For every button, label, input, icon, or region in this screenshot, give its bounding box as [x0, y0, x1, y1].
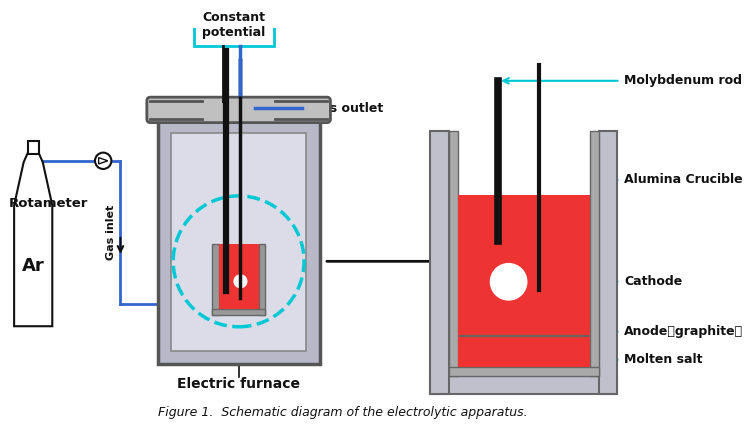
Text: Gas inlet: Gas inlet	[106, 205, 117, 260]
Bar	[458, 194, 590, 367]
Text: Cathode: Cathode	[624, 276, 682, 288]
Circle shape	[234, 275, 247, 288]
Polygon shape	[14, 154, 53, 326]
Bar	[259, 244, 265, 315]
Bar	[449, 131, 458, 376]
Bar	[202, 99, 275, 121]
Text: Molten salt: Molten salt	[624, 353, 702, 366]
Text: Figure 1.  Schematic diagram of the electrolytic apparatus.: Figure 1. Schematic diagram of the elect…	[159, 406, 528, 419]
Text: Constant
potential: Constant potential	[202, 11, 265, 39]
Circle shape	[490, 264, 527, 300]
Bar	[219, 244, 259, 309]
Text: Ar: Ar	[22, 257, 44, 275]
Bar	[430, 376, 617, 394]
Bar	[171, 133, 306, 351]
Bar	[212, 244, 219, 315]
Bar	[590, 131, 599, 376]
FancyBboxPatch shape	[147, 97, 330, 123]
Text: Molybdenum rod: Molybdenum rod	[624, 74, 742, 87]
Bar	[158, 119, 320, 364]
Text: Electric furnace: Electric furnace	[177, 378, 300, 392]
Circle shape	[95, 152, 111, 169]
Bar	[599, 131, 617, 394]
Bar	[194, 4, 274, 46]
Text: Alumina Crucible: Alumina Crucible	[624, 173, 743, 187]
Polygon shape	[99, 158, 108, 164]
Bar	[430, 131, 449, 394]
Text: Rotameter: Rotameter	[9, 197, 88, 210]
Bar	[28, 141, 38, 154]
Text: Anode（graphite）: Anode（graphite）	[624, 325, 743, 338]
Bar	[449, 131, 599, 376]
Bar	[449, 367, 599, 376]
Bar	[212, 309, 265, 315]
Text: Gas outlet: Gas outlet	[311, 102, 384, 115]
